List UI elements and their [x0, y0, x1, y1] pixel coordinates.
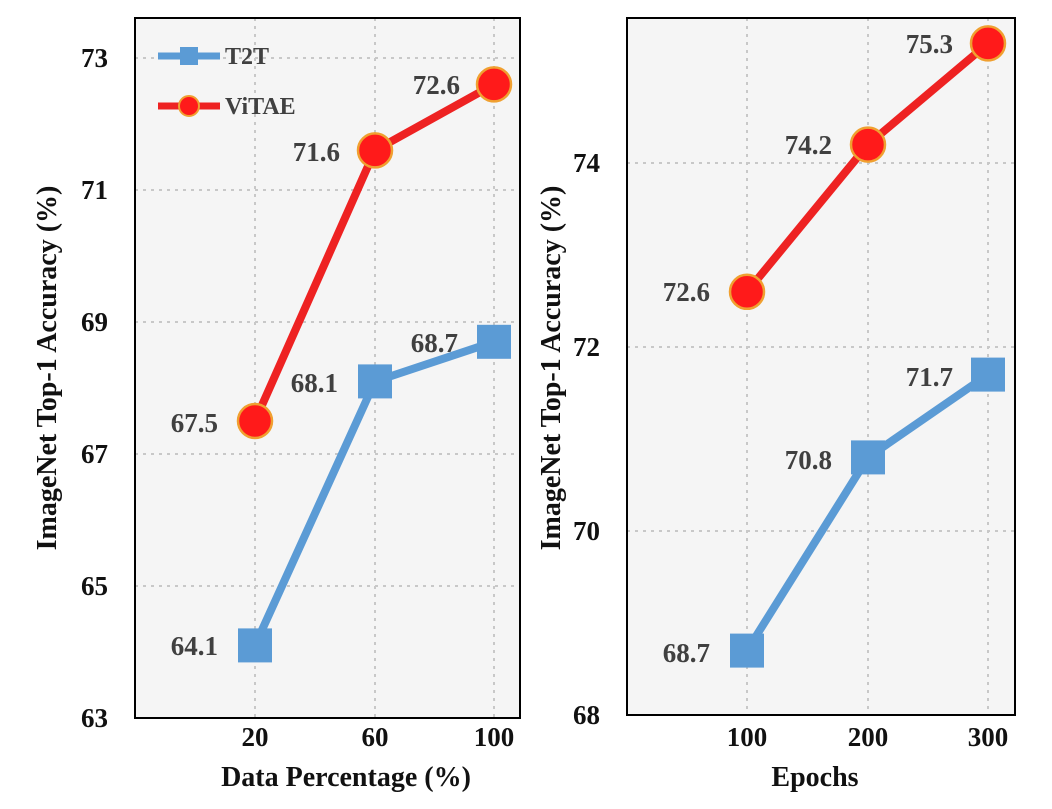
x-axis-label-right: Epochs: [771, 762, 858, 793]
data-label-vitae: 75.3: [906, 29, 953, 59]
chart-epochs: 68 70 72 74 100 200 300 Epochs ImageNet …: [536, 17, 1016, 793]
y-axis-label-right: ImageNet Top-1 Accuracy (%): [536, 186, 567, 551]
data-point-t2t: [971, 357, 1005, 392]
y-tick-label: 71: [81, 175, 108, 205]
legend-marker-t2t: [180, 47, 198, 65]
plot-frame-left: [134, 17, 521, 719]
legend-marker-vitae: [178, 95, 200, 117]
data-label-t2t: 68.7: [411, 328, 458, 358]
x-tick-label: 20: [242, 722, 269, 752]
y-tick-label: 70: [573, 516, 600, 546]
legend: T2T ViTAE: [158, 44, 296, 120]
legend-label-vitae: ViTAE: [225, 94, 296, 120]
y-ticks-left: 63 65 67 69 71 73: [81, 43, 108, 733]
data-label-t2t: 70.8: [785, 445, 832, 475]
y-tick-label: 72: [573, 332, 600, 362]
data-point-t2t: [238, 628, 272, 663]
data-point-vitae: [356, 132, 394, 169]
x-tick-label: 100: [474, 722, 515, 752]
data-point-vitae: [728, 273, 766, 311]
y-tick-label: 65: [81, 571, 108, 601]
plot-area-right: [627, 18, 1015, 715]
data-point-t2t: [358, 364, 392, 399]
x-ticks-left: 20 60 100: [242, 722, 515, 752]
data-label-t2t: 71.7: [906, 362, 953, 392]
data-labels-left: 64.1 68.1 68.7 67.5 71.6 72.6: [171, 70, 460, 661]
y-tick-label: 74: [573, 148, 600, 178]
x-tick-label: 100: [727, 722, 768, 752]
data-label-t2t: 68.1: [291, 368, 338, 398]
legend-item-vitae: ViTAE: [158, 94, 296, 120]
data-point-t2t: [477, 324, 511, 359]
y-tick-label: 63: [81, 703, 108, 733]
x-tick-label: 200: [848, 722, 889, 752]
grid-left: [135, 18, 520, 718]
y-tick-label: 67: [81, 439, 108, 469]
y-tick-label: 73: [81, 43, 108, 73]
y-ticks-right: 68 70 72 74: [573, 148, 600, 730]
y-tick-label: 69: [81, 307, 108, 337]
data-label-vitae: 67.5: [171, 408, 218, 438]
plot-frame-right: [626, 17, 1016, 716]
x-ticks-right: 100 200 300: [727, 722, 1009, 752]
x-tick-label: 60: [362, 722, 389, 752]
data-point-vitae: [236, 402, 274, 440]
legend-item-t2t: T2T: [158, 44, 269, 70]
data-label-vitae: 74.2: [785, 130, 832, 160]
data-point-vitae: [969, 25, 1007, 62]
data-point-vitae: [475, 66, 513, 103]
data-point-t2t: [851, 440, 885, 475]
data-label-t2t: 68.7: [663, 638, 710, 668]
data-label-vitae: 72.6: [663, 277, 710, 307]
data-point-vitae: [849, 126, 887, 163]
plot-area-left: [135, 18, 520, 718]
x-tick-label: 300: [968, 722, 1009, 752]
data-label-vitae: 72.6: [413, 70, 460, 100]
legend-label-t2t: T2T: [225, 44, 269, 70]
data-label-t2t: 64.1: [171, 631, 218, 661]
data-point-t2t: [730, 633, 764, 668]
y-axis-label-left: ImageNet Top-1 Accuracy (%): [32, 186, 63, 551]
chart-data-percentage: 63 65 67 69 71 73 20 60 100 Data Percent…: [32, 17, 521, 793]
data-labels-right: 68.7 70.8 71.7 72.6 74.2 75.3: [663, 29, 953, 668]
y-tick-label: 68: [573, 700, 600, 730]
series-left: [236, 66, 513, 663]
x-axis-label-left: Data Percentage (%): [221, 762, 471, 793]
series-right: [728, 25, 1007, 668]
data-label-vitae: 71.6: [293, 137, 340, 167]
